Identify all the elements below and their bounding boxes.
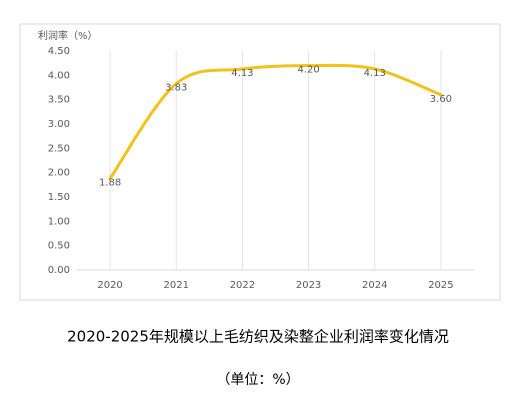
x-tick-label: 2020 <box>97 280 122 291</box>
line <box>108 63 443 181</box>
data-label: 4.13 <box>231 68 253 79</box>
chart-subtitle: （单位：%） <box>216 372 299 388</box>
y-tick-label: 1.00 <box>48 216 70 227</box>
x-tick-label: 2021 <box>164 280 189 291</box>
y-tick-label: 4.00 <box>48 70 70 81</box>
chart-frame <box>19 23 501 301</box>
x-tick-label: 2023 <box>296 280 321 291</box>
y-tick-label: 0.00 <box>48 265 70 276</box>
y-tick-label: 1.50 <box>48 192 70 203</box>
data-label: 1.88 <box>99 178 121 189</box>
data-label: 3.60 <box>430 94 452 105</box>
x-tick-label: 2022 <box>230 280 255 291</box>
y-tick-label: 2.00 <box>48 168 70 179</box>
y-tick-label: 3.50 <box>48 95 70 106</box>
y-tick-label: 2.50 <box>48 143 70 154</box>
data-label: 4.13 <box>364 68 386 79</box>
data-label: 4.20 <box>297 65 319 76</box>
y-tick-label: 0.50 <box>48 241 70 252</box>
y-axis-title: 利润率（%） <box>38 29 98 42</box>
y-tick-label: 3.00 <box>48 119 70 130</box>
y-tick-label: 4.50 <box>48 46 70 57</box>
x-tick-label: 2025 <box>428 280 453 291</box>
data-label: 3.83 <box>165 83 187 94</box>
chart-title: 2020-2025年规模以上毛纺织及染整企业利润率变化情况 <box>67 328 449 346</box>
x-tick-label: 2024 <box>362 280 387 291</box>
